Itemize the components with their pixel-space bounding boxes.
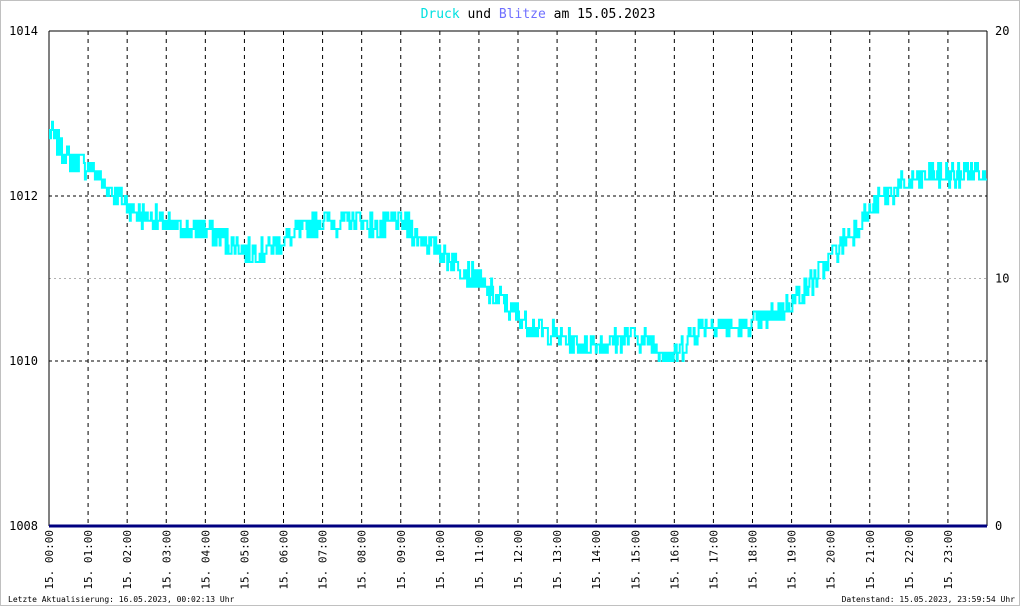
x-axis-ticks: 15. 00:00 15. 01:00 15. 02:00 15. 03:00 15. … (43, 530, 955, 590)
x-tick-label: 15. 15:00 (629, 530, 642, 590)
y-axis-left-ticks: 1014 1012 1010 1008 (9, 24, 38, 533)
y-left-tick-label: 1008 (9, 519, 38, 533)
x-tick-label: 15. 23:00 (942, 530, 955, 590)
x-tick-label: 15. 16:00 (668, 530, 681, 590)
x-tick-label: 15. 00:00 (43, 530, 56, 590)
x-tick-label: 15. 13:00 (551, 530, 564, 590)
x-tick-label: 15. 01:00 (82, 530, 95, 590)
x-tick-label: 15. 12:00 (512, 530, 525, 590)
footer-last-update: Letzte Aktualisierung: 16.05.2023, 00:02… (8, 595, 235, 604)
x-tick-label: 15. 18:00 (747, 530, 760, 590)
title-series-blitze: Blitze (499, 7, 546, 22)
title-connector-am: am (554, 7, 570, 22)
y-left-tick-label: 1012 (9, 189, 38, 203)
y-left-tick-label: 1010 (9, 354, 38, 368)
y-right-tick-label: 20 (995, 24, 1009, 38)
title-space (546, 7, 554, 22)
title-space (491, 7, 499, 22)
x-tick-label: 15. 14:00 (590, 530, 603, 590)
x-tick-label: 15. 10:00 (434, 530, 447, 590)
footer-data-status: Datenstand: 15.05.2023, 23:59:54 Uhr (842, 595, 1016, 604)
x-tick-label: 15. 04:00 (199, 530, 212, 590)
data-series (49, 120, 987, 528)
y-right-tick-label: 0 (995, 519, 1002, 533)
title-connector-und: und (468, 7, 491, 22)
x-tick-label: 15. 11:00 (473, 530, 486, 590)
y-right-tick-label: 10 (995, 272, 1009, 286)
x-tick-label: 15. 22:00 (903, 530, 916, 590)
chart-title: Druck und Blitze am 15.05.2023 (421, 7, 656, 22)
y-axis-right-ticks: 20 10 0 (995, 24, 1009, 533)
x-tick-label: 15. 08:00 (356, 530, 369, 590)
x-tick-label: 15. 02:00 (121, 530, 134, 590)
series-line-druck (49, 120, 987, 362)
x-tick-label: 15. 07:00 (317, 530, 330, 590)
x-tick-label: 15. 05:00 (238, 530, 251, 590)
x-tick-label: 15. 20:00 (825, 530, 838, 590)
title-space (460, 7, 468, 22)
x-tick-label: 15. 06:00 (278, 530, 291, 590)
x-tick-label: 15. 21:00 (864, 530, 877, 590)
title-space (569, 7, 577, 22)
y-left-tick-label: 1014 (9, 24, 38, 38)
title-series-druck: Druck (421, 7, 460, 22)
title-date: 15.05.2023 (577, 7, 655, 22)
svg-text:Druck und Blitze am 15.05.2023: Druck und Blitze am 15.05.2023 (421, 7, 656, 22)
axes (48, 30, 988, 526)
x-tick-label: 15. 09:00 (395, 530, 408, 590)
x-tick-label: 15. 03:00 (160, 530, 173, 590)
x-tick-label: 15. 19:00 (786, 530, 799, 590)
x-tick-label: 15. 17:00 (707, 530, 720, 590)
